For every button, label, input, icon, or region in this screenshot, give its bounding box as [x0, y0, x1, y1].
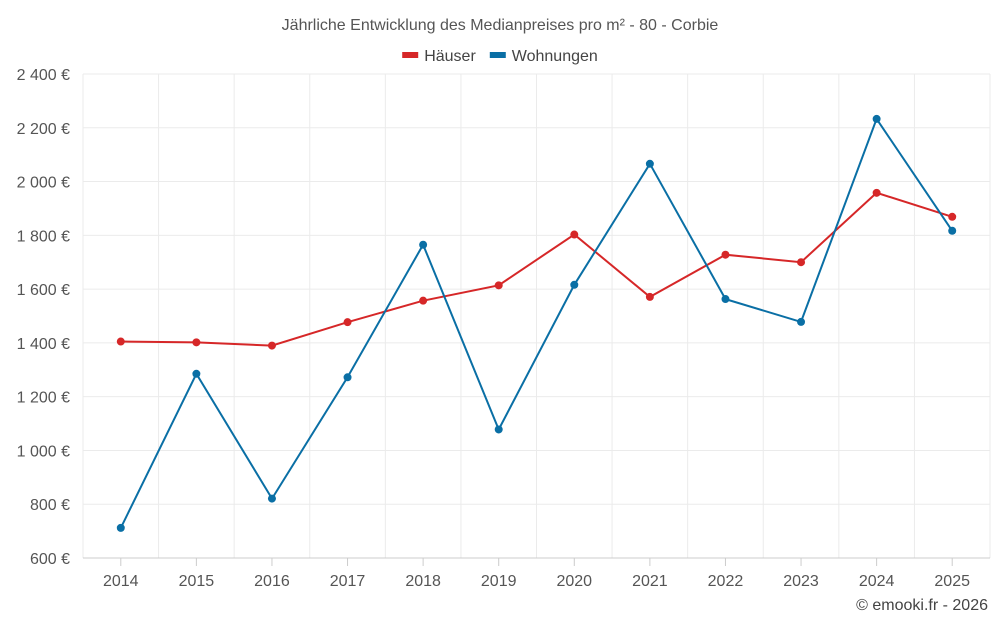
data-point[interactable] — [267, 341, 276, 350]
data-point[interactable] — [494, 281, 503, 290]
credit-text: © emooki.fr - 2026 — [856, 597, 988, 614]
data-point[interactable] — [192, 369, 201, 378]
legend-swatch — [489, 52, 506, 58]
series-line — [120, 191, 953, 347]
data-point[interactable] — [645, 292, 654, 301]
x-tick-label: 2018 — [405, 573, 441, 590]
data-point[interactable] — [419, 240, 428, 249]
data-point[interactable] — [948, 212, 957, 221]
data-point[interactable] — [419, 296, 428, 305]
legend-label: Häuser — [424, 48, 476, 65]
x-tick-label: 2024 — [859, 573, 895, 590]
y-tick-label: 2 400 € — [17, 67, 70, 84]
data-point[interactable] — [570, 230, 579, 239]
legend-swatch — [402, 52, 419, 58]
chart-title: Jährliche Entwicklung des Medianpreises … — [282, 17, 719, 34]
y-tick-label: 2 200 € — [17, 121, 70, 138]
x-tick-label: 2017 — [330, 573, 366, 590]
y-axis: 600 € 800 € 1 000 € 1 200 € 1 400 € 1 600 € 1 … — [17, 67, 70, 568]
x-tick-label: 2014 — [103, 573, 139, 590]
data-point[interactable] — [872, 188, 881, 197]
x-tick-label: 2023 — [783, 573, 819, 590]
x-tick-label: 2025 — [934, 573, 970, 590]
data-point[interactable] — [267, 494, 276, 503]
data-point[interactable] — [570, 280, 579, 289]
data-point[interactable] — [116, 523, 125, 532]
y-tick-label: 1 000 € — [17, 443, 70, 460]
y-tick-label: 600 € — [30, 551, 70, 568]
data-point[interactable] — [721, 295, 730, 304]
y-tick-label: 1 600 € — [17, 282, 70, 299]
y-tick-label: 1 400 € — [17, 336, 70, 353]
data-point[interactable] — [872, 114, 881, 123]
x-tick-label: 2021 — [632, 573, 668, 590]
series-group — [116, 114, 957, 532]
x-tick-label: 2019 — [481, 573, 517, 590]
x-axis: 2014 2015 2016 2017 2018 2019 2020 2021 2022 2023… — [83, 557, 990, 590]
x-tick-label: 2016 — [254, 573, 290, 590]
x-tick-label: 2022 — [708, 573, 744, 590]
x-tick-label: 2015 — [179, 573, 215, 590]
y-tick-label: 1 200 € — [17, 390, 70, 407]
x-tick-label: 2020 — [556, 573, 592, 590]
data-point[interactable] — [116, 337, 125, 346]
grid — [82, 73, 991, 559]
data-point[interactable] — [797, 317, 806, 326]
data-point[interactable] — [494, 425, 503, 434]
data-point[interactable] — [721, 250, 730, 259]
data-point[interactable] — [343, 318, 352, 327]
data-point[interactable] — [645, 159, 654, 168]
data-point[interactable] — [797, 258, 806, 267]
y-tick-label: 1 800 € — [17, 228, 70, 245]
legend-label: Wohnungen — [512, 48, 598, 65]
data-point[interactable] — [192, 338, 201, 347]
data-point[interactable] — [343, 373, 352, 382]
series-line — [119, 116, 954, 529]
y-tick-label: 800 € — [30, 497, 70, 514]
y-tick-label: 2 000 € — [17, 175, 70, 192]
legend: Häuser Wohnungen — [402, 48, 598, 65]
data-point[interactable] — [948, 226, 957, 235]
